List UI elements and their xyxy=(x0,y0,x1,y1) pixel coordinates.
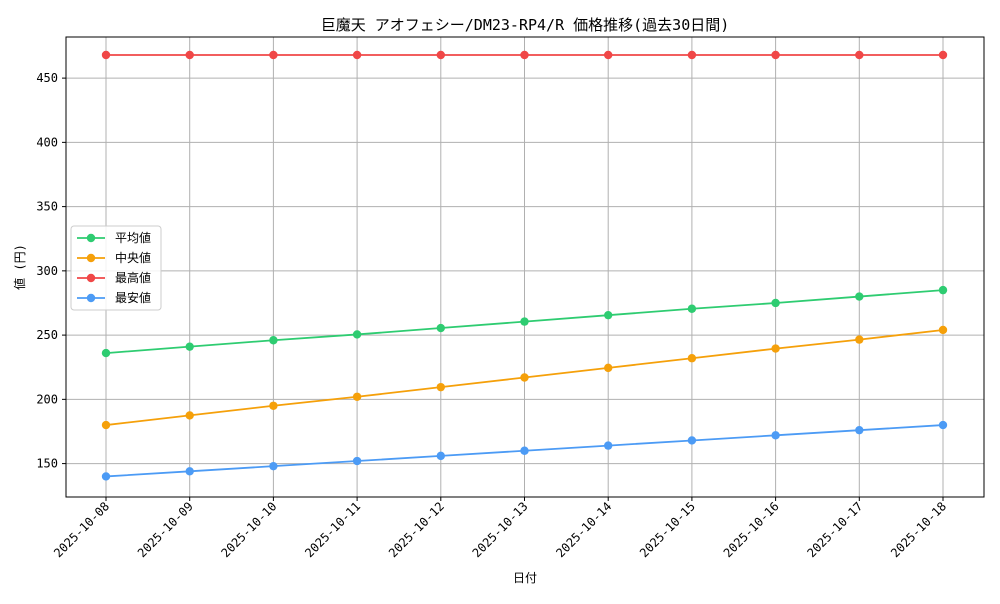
series-最高値 xyxy=(101,50,948,60)
data-point xyxy=(520,317,529,326)
data-point xyxy=(604,441,613,450)
legend-item: 中央値 xyxy=(77,250,151,265)
series-平均値 xyxy=(101,285,948,358)
data-point xyxy=(938,420,948,430)
data-point xyxy=(352,456,362,466)
data-point xyxy=(352,392,362,401)
data-point xyxy=(855,335,864,344)
y-axis: 150 200 250 300 350 400 450 xyxy=(36,71,66,471)
legend-marker xyxy=(86,293,96,303)
data-point xyxy=(771,431,780,440)
data-point xyxy=(185,50,194,60)
x-tick-label: 2025-10-16 xyxy=(721,499,782,560)
data-point xyxy=(520,50,529,60)
y-tick-label: 450 xyxy=(36,71,58,85)
legend-label: 中央値 xyxy=(115,250,151,265)
data-point xyxy=(771,298,780,308)
data-point xyxy=(269,401,278,410)
x-tick-label: 2025-10-14 xyxy=(553,499,614,560)
x-tick-label: 2025-10-17 xyxy=(804,499,865,560)
x-axis-label: 日付 xyxy=(513,571,537,585)
data-point xyxy=(687,354,697,363)
data-point xyxy=(520,373,529,382)
y-tick-label: 200 xyxy=(36,392,58,406)
legend-box xyxy=(70,225,162,311)
data-point xyxy=(855,292,864,301)
y-tick-label: 350 xyxy=(36,200,58,214)
data-point xyxy=(269,336,278,345)
data-point xyxy=(436,382,445,392)
legend-label: 最安値 xyxy=(115,290,151,305)
legend-item: 最安値 xyxy=(77,290,151,305)
data-point xyxy=(938,285,948,295)
data-point xyxy=(101,420,111,430)
series-中央値 xyxy=(101,325,948,430)
series-最安値 xyxy=(101,420,948,481)
data-point xyxy=(771,344,780,353)
data-point xyxy=(604,310,613,320)
y-tick-label: 150 xyxy=(36,457,58,471)
legend-item: 平均値 xyxy=(77,230,151,245)
data-point xyxy=(185,411,194,420)
legend-label: 最高値 xyxy=(115,270,151,285)
x-axis: 2025-10-08 2025-10-09 2025-10-10 2025-10-11… xyxy=(51,497,949,560)
y-axis-label: 値 (円) xyxy=(12,244,27,290)
data-point xyxy=(352,50,362,60)
data-point xyxy=(185,342,194,351)
legend-item: 最高値 xyxy=(77,270,151,285)
data-point xyxy=(520,446,529,455)
data-point xyxy=(436,323,445,333)
data-point xyxy=(771,50,780,60)
grid xyxy=(66,37,984,497)
data-point xyxy=(855,425,864,435)
data-point xyxy=(101,348,111,358)
x-tick-label: 2025-10-08 xyxy=(51,499,112,560)
x-tick-label: 2025-10-12 xyxy=(386,499,447,560)
data-point xyxy=(436,50,445,60)
data-point xyxy=(687,50,697,60)
data-point xyxy=(185,467,194,476)
data-point xyxy=(269,461,278,471)
data-point xyxy=(687,436,697,445)
y-tick-label: 300 xyxy=(36,264,58,278)
data-point xyxy=(101,472,111,481)
data-point xyxy=(436,451,445,461)
data-point xyxy=(938,325,948,335)
x-tick-label: 2025-10-13 xyxy=(470,499,531,560)
legend-marker xyxy=(86,233,96,243)
data-point xyxy=(855,50,864,60)
data-point xyxy=(938,50,948,60)
x-tick-label: 2025-10-10 xyxy=(219,499,280,560)
data-point xyxy=(269,50,278,60)
series-layer xyxy=(101,50,948,481)
legend-label: 平均値 xyxy=(115,230,151,245)
x-tick-label: 2025-10-15 xyxy=(637,499,698,560)
legend-marker xyxy=(86,253,96,263)
data-point xyxy=(687,304,697,313)
data-point xyxy=(604,363,613,373)
data-point xyxy=(604,50,613,60)
y-tick-label: 400 xyxy=(36,135,58,149)
x-tick-label: 2025-10-11 xyxy=(302,499,363,560)
data-point xyxy=(101,50,111,60)
chart-title: 巨魔天 アオフェシー/DM23-RP4/R 価格推移(過去30日間) xyxy=(321,16,730,34)
data-point xyxy=(352,330,362,339)
x-tick-label: 2025-10-09 xyxy=(135,499,196,560)
x-tick-label: 2025-10-18 xyxy=(888,499,949,560)
legend-marker xyxy=(86,273,96,283)
y-tick-label: 250 xyxy=(36,328,58,342)
